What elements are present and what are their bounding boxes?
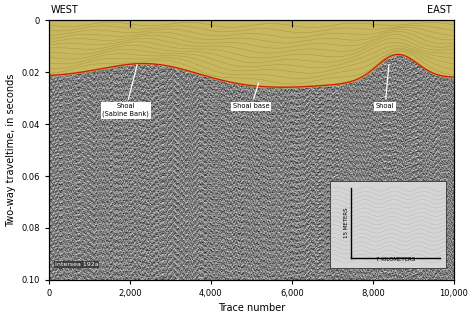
Text: EAST: EAST (427, 5, 452, 15)
X-axis label: Trace number: Trace number (218, 303, 285, 314)
Text: WEST: WEST (51, 5, 78, 15)
Text: Shoal
(Sabine Bank): Shoal (Sabine Bank) (102, 65, 149, 117)
Text: Shoal base: Shoal base (233, 83, 270, 109)
Y-axis label: Two-way traveltime, in seconds: Two-way traveltime, in seconds (6, 73, 16, 227)
Text: 15 METERS: 15 METERS (344, 208, 349, 238)
Text: Shoal: Shoal (376, 65, 394, 109)
Bar (330, 181, 446, 268)
Text: 7 KILOMETERS: 7 KILOMETERS (376, 257, 415, 262)
Text: Intersea 192a: Intersea 192a (55, 262, 98, 267)
